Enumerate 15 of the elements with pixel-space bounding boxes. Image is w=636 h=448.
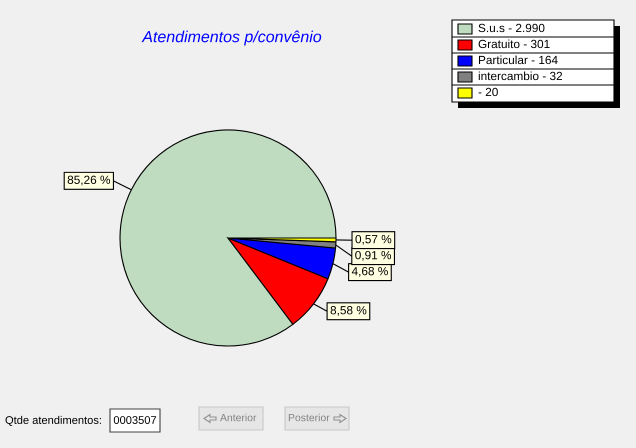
legend-label: Gratuito - 301 <box>478 40 550 48</box>
data-label: 4,68 % <box>352 266 388 277</box>
text: Posterior <box>288 414 330 422</box>
legend-label: - 20 <box>478 88 498 96</box>
legend-label: intercambio - 32 <box>478 72 562 80</box>
text: Anterior <box>220 414 256 422</box>
data-label: 0,57 % <box>355 234 392 245</box>
text: Atendimentos p/convênio <box>142 30 322 46</box>
text: Qtde atendimentos: <box>6 416 101 426</box>
data-label: 8,58 % <box>330 306 366 316</box>
legend-label: S.u.s - 2.990 <box>478 24 544 32</box>
text: 0003507 <box>114 416 156 424</box>
legend-label: Particular - 164 <box>478 56 558 64</box>
data-label: 0,91 % <box>355 250 392 261</box>
data-label: 85,26 % <box>68 176 110 186</box>
